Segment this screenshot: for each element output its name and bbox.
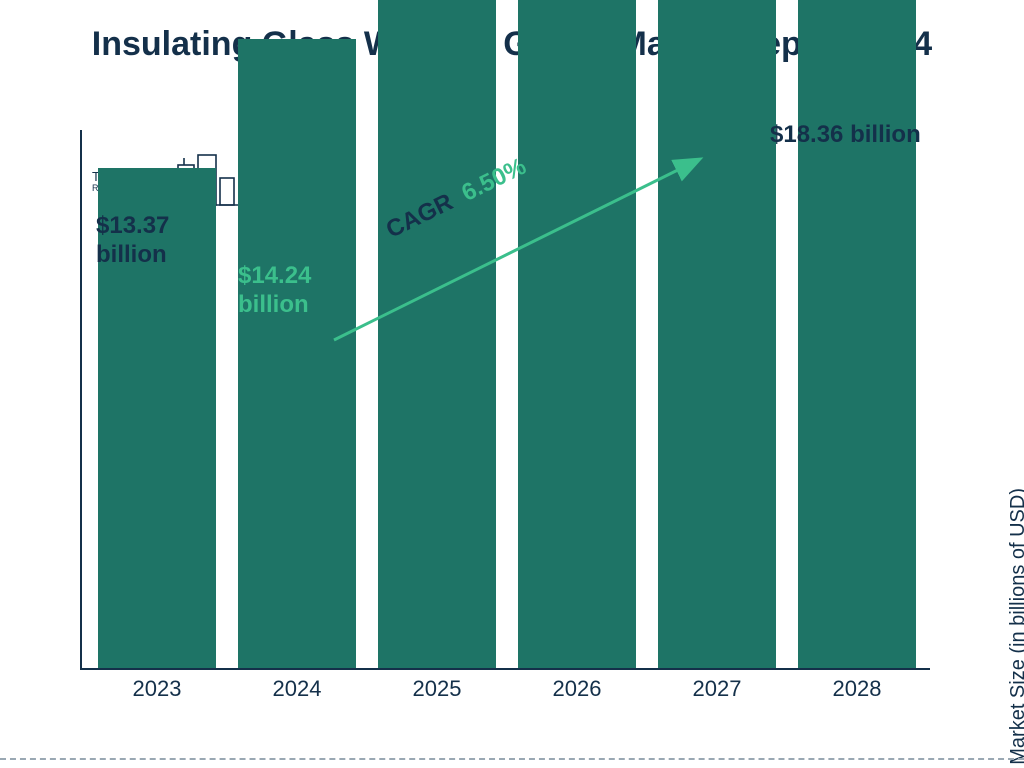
value-label-2028: $18.36 billion [770,121,921,150]
bottom-divider [0,758,1024,760]
x-label-2027: 2027 [658,676,776,702]
value-label-2023: $13.37 billion [96,212,169,270]
value-label-2024-line2: billion [238,291,309,318]
y-axis-title: Market Size (in billions of USD) [1007,488,1024,765]
value-label-2024: $14.24 billion [238,262,311,320]
bar-2027 [658,0,776,668]
bar-2028 [798,0,916,668]
value-label-2028-text: $18.36 billion [770,121,921,148]
x-label-2024: 2024 [238,676,356,702]
x-label-2023: 2023 [98,676,216,702]
y-axis-line [80,130,82,670]
value-label-2023-line2: billion [96,241,167,268]
x-axis-line [80,668,930,670]
bar-2024 [238,39,356,668]
bar-chart: 2023 2024 2025 2026 2027 2028 $13.37 bil… [70,130,940,700]
x-label-2025: 2025 [378,676,496,702]
x-label-2028: 2028 [798,676,916,702]
bar-2026 [518,0,636,668]
bar-2025 [378,0,496,668]
x-label-2026: 2026 [518,676,636,702]
value-label-2023-line1: $13.37 [96,212,169,239]
value-label-2024-line1: $14.24 [238,262,311,289]
